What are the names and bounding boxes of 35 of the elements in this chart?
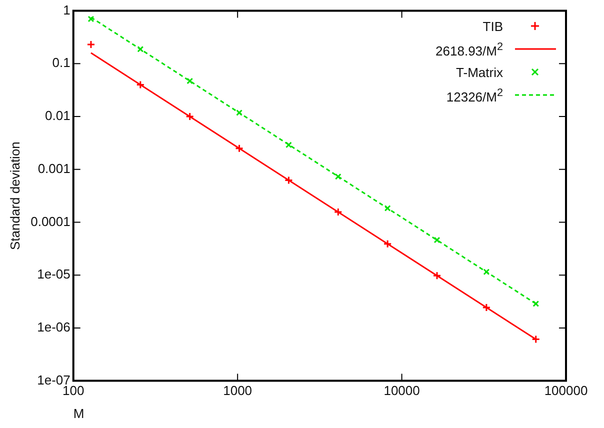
legend-label: 12326/M$^{2}$: [446, 86, 503, 104]
legend-label: T-Matrix: [456, 64, 503, 80]
point: [88, 16, 94, 22]
y-tick-label: 0.0001: [30, 214, 70, 229]
point: [483, 268, 490, 276]
legend-label: 2618.93/M$^{2}$: [436, 40, 503, 58]
point: [137, 46, 144, 52]
point: [384, 205, 391, 212]
point: [186, 112, 194, 121]
point: [136, 80, 145, 89]
point: [284, 176, 293, 184]
y-tick-label: 1e-06: [37, 320, 70, 335]
y-tick-label: 0.1: [52, 55, 70, 70]
x-axis-title: M: [73, 406, 84, 421]
point: [285, 142, 292, 148]
point: [432, 271, 442, 280]
legend-label: TIB: [482, 18, 503, 34]
point: [186, 78, 194, 84]
point: [434, 236, 440, 244]
y-tick-label: 1: [63, 2, 70, 18]
point: [236, 109, 242, 116]
point: [532, 300, 540, 307]
x-tick-label: 1000: [223, 383, 252, 398]
point: [86, 40, 96, 49]
point: [235, 144, 244, 153]
y-tick-label: 0.001: [38, 160, 70, 176]
y-tick-label: 1e-05: [37, 266, 70, 282]
point: [334, 208, 342, 216]
y-axis-title: Standard deviation: [7, 142, 22, 250]
x-tick-label: 10000: [384, 383, 420, 398]
y-tick-label: 0.01: [45, 108, 70, 124]
point: [383, 240, 392, 248]
x-tick-label: 100000: [544, 383, 588, 398]
point: [482, 303, 491, 312]
point: [334, 173, 342, 180]
